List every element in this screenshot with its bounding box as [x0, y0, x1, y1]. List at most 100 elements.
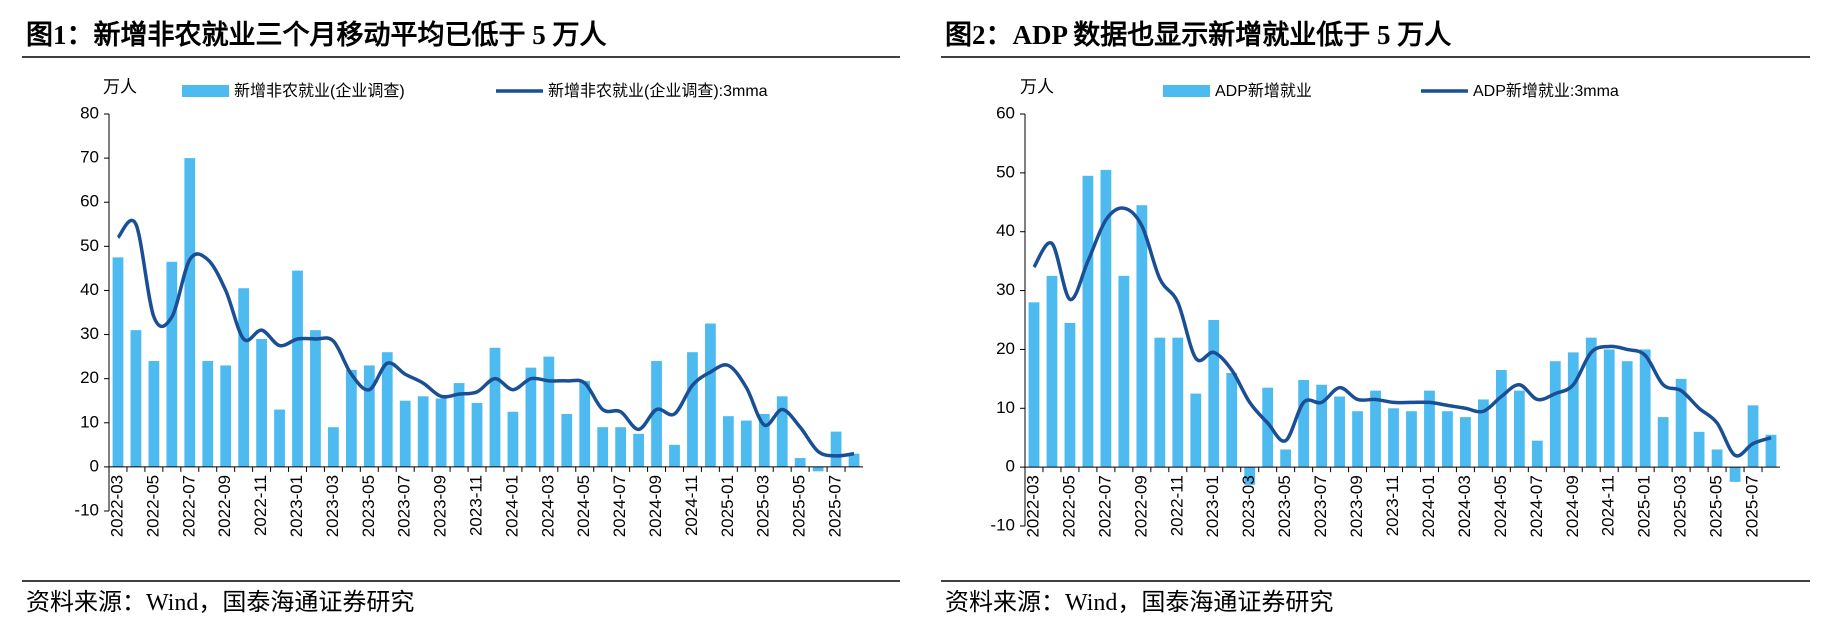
bar [705, 323, 716, 467]
legend-label: 新增非农就业(企业调查) [234, 82, 405, 100]
bar [1280, 449, 1292, 468]
bar [256, 338, 267, 467]
x-tick-label: 2023-01 [1203, 475, 1222, 537]
y-tick-label: 40 [996, 221, 1015, 240]
x-tick-label: 2025-07 [826, 475, 845, 537]
bar [1316, 384, 1327, 468]
x-tick-label: 2022-05 [143, 475, 162, 537]
x-tick-label: 2023-01 [287, 475, 306, 537]
bar [615, 427, 627, 467]
y-tick-label: 30 [80, 324, 99, 343]
y-tick-label: 50 [80, 236, 99, 255]
y-tick-label: 30 [996, 280, 1015, 299]
bar [776, 396, 788, 467]
bar [220, 365, 232, 467]
x-tick-label: 2023-05 [1275, 475, 1294, 537]
bar [1262, 387, 1274, 468]
bar [130, 330, 142, 467]
bar [1136, 205, 1148, 468]
bar [848, 453, 860, 467]
bar [345, 369, 357, 467]
y-tick-label: -10 [74, 500, 99, 519]
y-tick-label: 10 [996, 398, 1015, 417]
x-tick-label: 2023-11 [467, 475, 486, 536]
bar [1208, 320, 1220, 468]
bar [1621, 361, 1633, 468]
bar [1639, 349, 1651, 468]
x-tick-label: 2024-07 [1527, 475, 1546, 537]
bar [633, 433, 644, 467]
line [116, 218, 855, 458]
bar [1190, 393, 1202, 468]
bar [1244, 467, 1256, 485]
legend-swatch [182, 85, 229, 97]
chart-title: 图2：ADP 数据也显示新增就业低于 5 万人 [945, 19, 1451, 50]
x-tick-label: 2025-01 [1635, 475, 1654, 537]
y-tick-label: 20 [80, 368, 99, 387]
x-tick-label: 2024-09 [1563, 475, 1582, 537]
bar [1442, 411, 1453, 468]
bar [1513, 390, 1525, 468]
bar [417, 396, 429, 467]
bar [758, 413, 770, 467]
bar [1729, 467, 1741, 482]
x-tick-label: 2022-05 [1059, 475, 1078, 537]
bar [543, 356, 555, 467]
y-tick-label: 70 [80, 148, 99, 167]
y-unit: 万人 [1020, 77, 1054, 96]
legend-swatch [1163, 85, 1210, 97]
bar [310, 330, 321, 467]
bar [1172, 337, 1184, 468]
bar [794, 458, 806, 467]
x-tick-label: 2025-03 [754, 475, 773, 537]
x-tick-label: 2024-01 [502, 475, 521, 537]
x-tick-label: 2024-05 [574, 475, 593, 537]
x-tick-label: 2023-07 [1311, 475, 1330, 537]
bar [471, 402, 483, 467]
bar [1747, 405, 1759, 468]
x-tick-label: 2025-03 [1671, 475, 1690, 537]
bar [292, 270, 303, 467]
x-tick-label: 2022-03 [107, 475, 126, 537]
bar [1064, 322, 1076, 468]
x-tick-label: 2023-07 [395, 475, 414, 537]
x-tick-label: 2025-01 [718, 475, 737, 537]
x-tick-label: 2023-09 [1347, 475, 1366, 537]
bar [830, 431, 842, 467]
bar [1765, 434, 1777, 468]
x-tick-label: 2024-03 [538, 475, 557, 537]
bar [274, 409, 285, 467]
bar [1028, 302, 1040, 468]
x-tick-label: 2022-09 [215, 475, 234, 537]
bar [579, 380, 591, 467]
bar [1370, 390, 1381, 468]
bar [1154, 337, 1166, 468]
x-tick-label: 2022-07 [179, 475, 198, 537]
bar [381, 352, 393, 467]
bar [1495, 370, 1507, 468]
x-tick-label: 2022-11 [1167, 475, 1186, 536]
y-tick-label: 0 [90, 456, 99, 475]
bar [722, 416, 734, 467]
x-tick-label: 2023-03 [323, 475, 342, 537]
x-tick-label: 2025-07 [1743, 475, 1762, 537]
x-tick-label: 2022-09 [1131, 475, 1150, 537]
legend-label: ADP新增就业 [1215, 82, 1312, 100]
y-tick-label: 0 [1006, 457, 1015, 476]
bar [561, 413, 573, 467]
bar [651, 361, 662, 467]
x-tick-label: 2025-05 [1707, 475, 1726, 537]
y-unit: 万人 [103, 77, 137, 96]
bar [1585, 337, 1597, 468]
bar [1352, 411, 1363, 468]
bar [1406, 411, 1417, 468]
legend-label: ADP新增就业:3mma [1473, 82, 1619, 100]
bar [1334, 396, 1345, 468]
source: 资料来源：Wind，国泰海通证券研究 [945, 589, 1333, 616]
line [1032, 206, 1772, 458]
bar [687, 352, 698, 467]
bar [1549, 361, 1561, 468]
y-tick-label: 20 [996, 339, 1015, 358]
x-tick-label: 2024-11 [1599, 475, 1618, 536]
